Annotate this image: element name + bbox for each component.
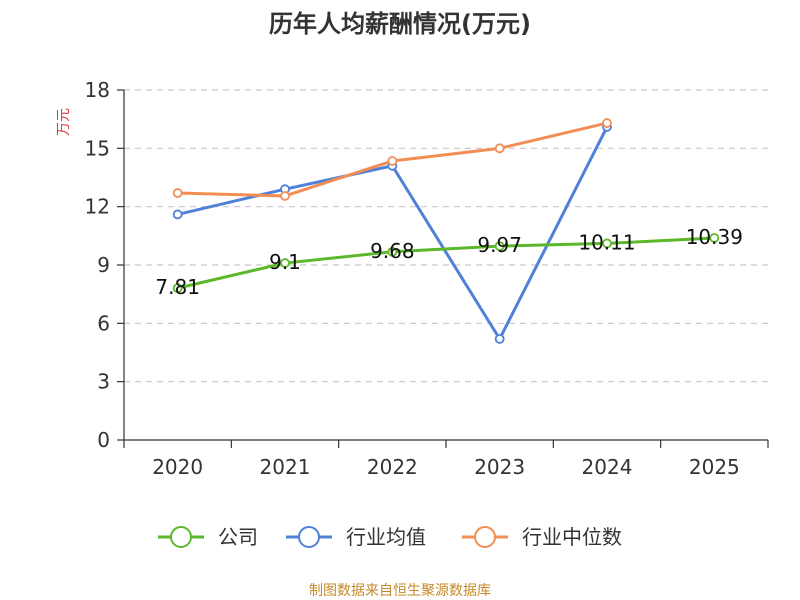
data-point (172, 283, 183, 294)
legend-marker-0 (170, 526, 192, 548)
data-point (709, 233, 720, 243)
data-point (387, 156, 398, 166)
footer-source: 制图数据来自恒生聚源数据库 (309, 583, 491, 599)
chart-title: 历年人均薪酬情况(万元) (269, 10, 531, 38)
y-tick-label: 12 (85, 195, 110, 219)
legend-marker-1 (298, 526, 320, 548)
y-axis-label: 万元 (56, 108, 72, 136)
data-label: 7.81 (155, 275, 200, 299)
x-tick-label: 2025 (689, 455, 740, 479)
data-point (172, 209, 183, 220)
data-point (494, 333, 505, 344)
legend-label-0: 公司 (218, 525, 258, 549)
y-tick-label: 0 (97, 428, 110, 452)
data-point (602, 118, 612, 128)
x-tick-label: 2020 (152, 455, 203, 479)
data-point (387, 246, 398, 257)
data-label: 9.68 (370, 239, 415, 263)
series-line-0 (177, 236, 715, 290)
x-tick-label: 2023 (474, 455, 525, 479)
x-tick-label: 2021 (260, 455, 311, 479)
data-point (280, 258, 290, 268)
y-tick-label: 3 (97, 370, 110, 394)
legend: 公司 行业均值 行业中位数 (158, 525, 622, 549)
data-label: 10.11 (578, 230, 635, 254)
data-label: 10.39 (686, 225, 743, 249)
legend-marker-2 (474, 526, 496, 548)
data-point (280, 191, 290, 201)
legend-label-2: 行业中位数 (522, 525, 622, 549)
y-tick-label: 18 (85, 78, 110, 102)
data-label: 9.1 (269, 250, 301, 274)
x-tick-label: 2024 (582, 455, 633, 479)
data-label: 9.97 (477, 233, 522, 257)
data-labels: 7.81 9.1 9.68 9.97 10.11 10.39 (155, 225, 743, 299)
axes: 0 3 6 9 12 15 18 2020 2021 2022 2023 2024 2025 (85, 78, 769, 479)
data-point (172, 188, 183, 198)
data-point (494, 143, 505, 154)
x-tick-label: 2022 (367, 455, 418, 479)
y-tick-label: 9 (97, 253, 110, 277)
legend-label-1: 行业均值 (346, 525, 426, 549)
y-tick-label: 15 (85, 136, 110, 160)
y-tick-label: 6 (97, 311, 110, 335)
data-point (602, 238, 612, 249)
series-lines (172, 118, 720, 344)
grid-lines (124, 89, 768, 383)
data-point (494, 241, 505, 252)
